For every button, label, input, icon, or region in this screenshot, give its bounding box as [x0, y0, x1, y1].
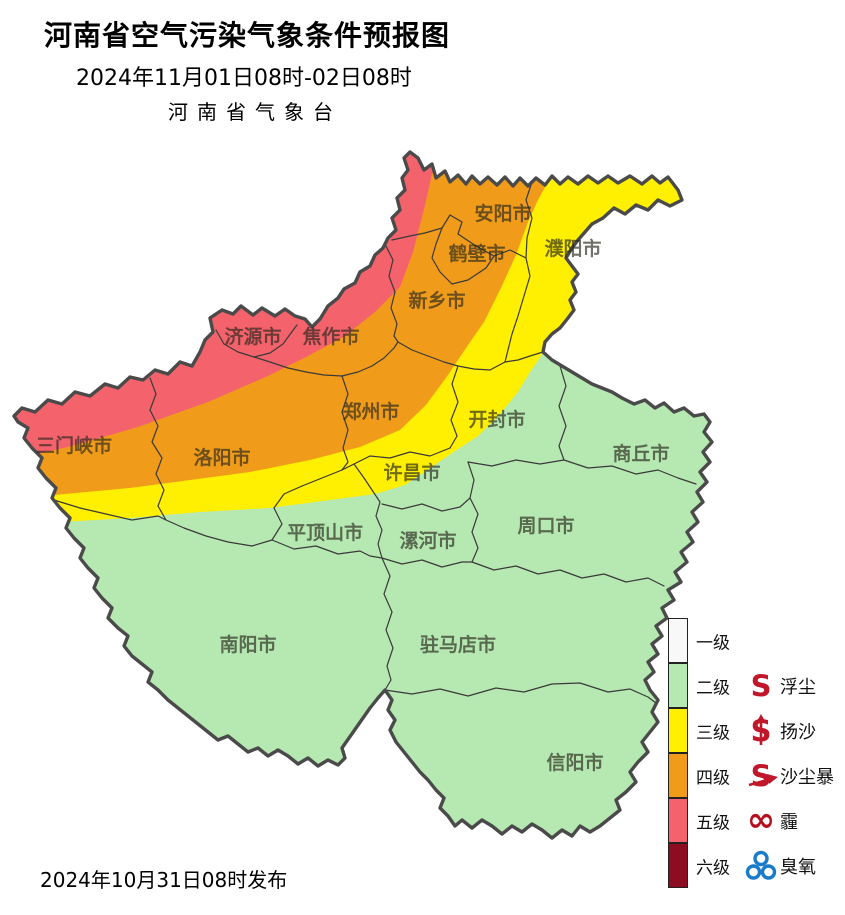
legend-row: 三级 S 扬沙 — [668, 708, 845, 753]
city-label: 鹤壁市 — [448, 242, 505, 265]
legend-level-swatch — [668, 798, 688, 843]
city-label: 许昌市 — [383, 461, 440, 484]
legend-row: 五级 ∞ 霾 — [668, 798, 845, 843]
legend-level-label: 五级 — [696, 813, 730, 833]
city-label: 三门峡市 — [36, 434, 112, 457]
dust-s-icon: S — [751, 669, 772, 703]
city-label: 济源市 — [224, 325, 281, 348]
city-label: 南阳市 — [219, 633, 276, 656]
legend-level-swatch — [668, 618, 688, 663]
legend-symbol-label: 臭氧 — [780, 856, 816, 878]
forecast-period: 2024年11月01日08时-02日08时 — [76, 66, 412, 91]
legend-row: 一级 — [668, 618, 845, 663]
legend-level-swatch — [668, 843, 688, 888]
legend-row: 四级 S 沙尘暴 — [668, 753, 845, 798]
city-label: 驻马店市 — [420, 633, 496, 656]
legend-symbol-label: 霾 — [780, 811, 798, 833]
sandstorm-s-arrow-icon: S — [748, 759, 778, 793]
city-label: 周口市 — [517, 514, 574, 537]
city-label: 郑州市 — [342, 400, 399, 423]
legend-row: 二级 S 浮尘 — [668, 663, 845, 708]
city-label: 信阳市 — [546, 751, 603, 774]
page-title: 河南省空气污染气象条件预报图 — [44, 19, 451, 52]
svg-text:∞: ∞ — [747, 801, 775, 840]
svg-text:S: S — [751, 759, 772, 793]
legend: 一级二级 S 浮尘三级 S 扬沙四级 S 沙尘暴五级 ∞ 霾六级 臭氧 — [668, 618, 845, 888]
city-label: 新乡市 — [408, 289, 465, 312]
city-label: 焦作市 — [301, 325, 359, 348]
legend-symbol-label: 扬沙 — [780, 721, 816, 743]
legend-level-swatch — [668, 708, 688, 753]
svg-text:S: S — [751, 669, 772, 703]
legend-level-swatch — [668, 753, 688, 798]
legend-symbol-label: 浮尘 — [780, 676, 816, 698]
haze-infinity-icon: ∞ — [747, 801, 775, 840]
legend-level-label: 四级 — [696, 768, 730, 788]
legend-level-label: 三级 — [696, 723, 730, 743]
city-label: 安阳市 — [474, 202, 531, 225]
agency-name: 河南省气象台 — [168, 100, 342, 124]
city-label: 洛阳市 — [193, 446, 250, 469]
city-boundaries — [53, 181, 697, 704]
legend-level-swatch — [668, 663, 688, 708]
legend-level-label: 六级 — [696, 858, 730, 878]
city-label: 漯河市 — [399, 529, 456, 552]
legend-row: 六级 臭氧 — [668, 843, 845, 888]
city-label: 平顶山市 — [287, 521, 363, 544]
city-label: 商丘市 — [612, 442, 669, 465]
legend-symbol-label: 沙尘暴 — [780, 766, 834, 788]
city-label: 濮阳市 — [544, 237, 601, 260]
legend-level-label: 一级 — [696, 633, 730, 653]
sand-up-arrow-icon: S — [751, 713, 771, 748]
legend-level-label: 二级 — [696, 678, 730, 698]
province-outline — [12, 150, 714, 840]
ozone-molecule-icon — [745, 850, 777, 880]
issue-time: 2024年10月31日08时发布 — [40, 868, 288, 892]
city-label: 开封市 — [468, 408, 525, 431]
